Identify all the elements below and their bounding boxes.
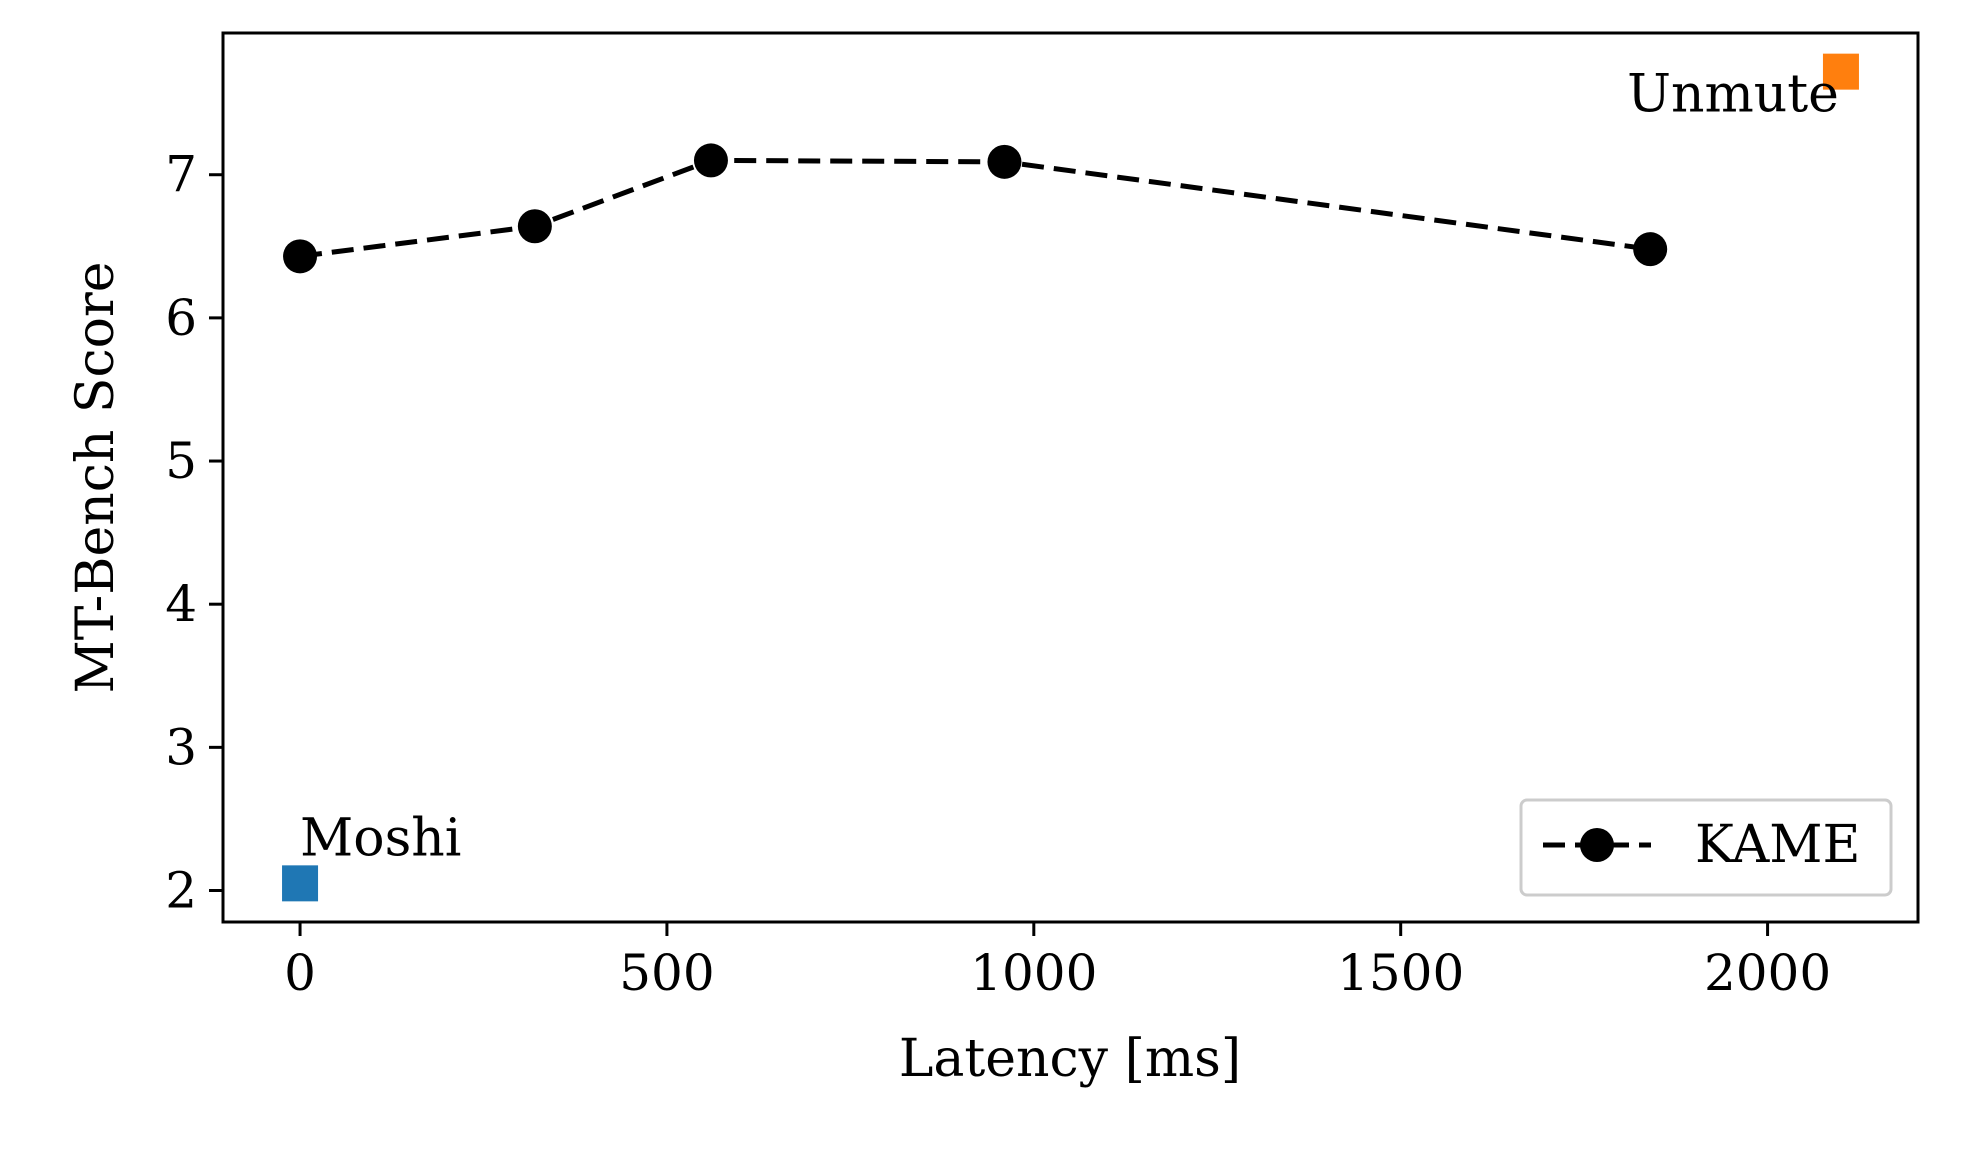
annotation-moshi: Moshi bbox=[300, 808, 461, 868]
y-tick-label: 5 bbox=[165, 432, 197, 490]
marker-moshi bbox=[282, 865, 319, 902]
x-tick-label: 0 bbox=[284, 944, 316, 1002]
y-tick-label: 2 bbox=[165, 862, 197, 920]
x-tick-label: 1000 bbox=[970, 944, 1097, 1002]
x-tick-label: 500 bbox=[619, 944, 714, 1002]
data-point-kame bbox=[517, 209, 552, 244]
plot-layer: Moshi Unmute bbox=[282, 53, 1859, 902]
data-point-kame bbox=[693, 143, 728, 178]
x-tick-label: 2000 bbox=[1704, 944, 1831, 1002]
data-point-kame bbox=[987, 144, 1022, 179]
legend-marker-kame bbox=[1580, 828, 1614, 862]
x-axis-ticks: 0 500 1000 1500 2000 bbox=[284, 922, 1831, 1002]
y-tick-label: 7 bbox=[165, 146, 197, 204]
plot-frame bbox=[221, 31, 1920, 924]
x-tick-label: 1500 bbox=[1337, 944, 1464, 1002]
data-point-kame bbox=[1633, 232, 1668, 267]
y-tick-label: 4 bbox=[165, 575, 197, 633]
y-axis-ticks: 2 3 4 5 6 7 bbox=[165, 146, 223, 920]
legend-label-kame: KAME bbox=[1695, 815, 1861, 875]
y-tick-label: 3 bbox=[165, 718, 197, 776]
annotation-unmute: Unmute bbox=[1627, 65, 1839, 125]
x-axis-label: Latency [ms] bbox=[899, 1029, 1241, 1089]
y-tick-label: 6 bbox=[165, 289, 197, 347]
legend: KAME bbox=[1519, 798, 1893, 897]
y-axis-label: MT-Bench Score bbox=[66, 261, 126, 693]
data-point-kame bbox=[283, 239, 318, 274]
legend-box bbox=[1519, 798, 1893, 897]
marker-unmute bbox=[1822, 53, 1859, 90]
